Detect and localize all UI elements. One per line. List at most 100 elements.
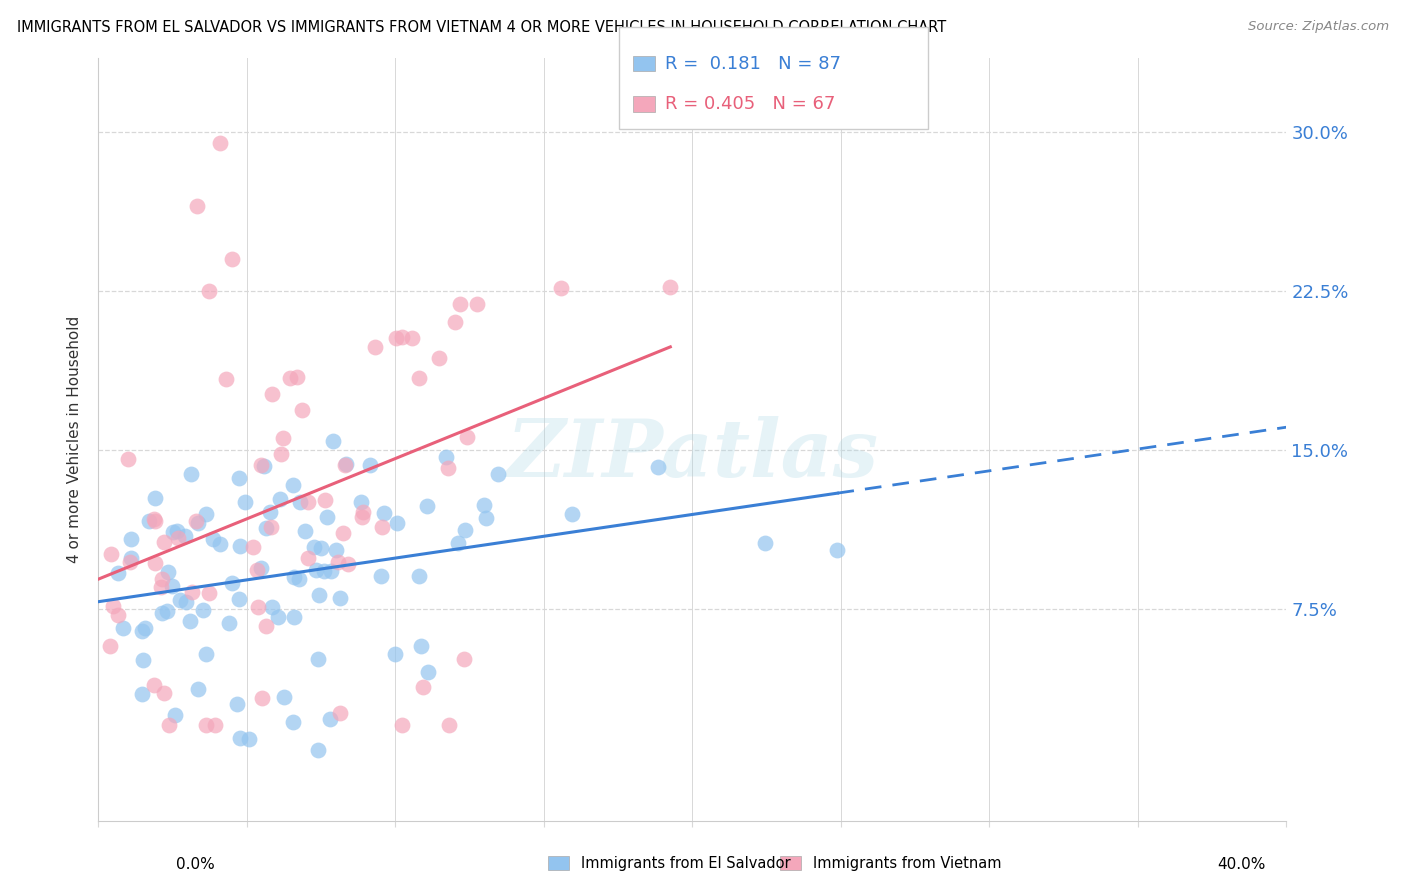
- Point: [131, 686, 153, 700]
- Point: [184, 514, 207, 528]
- Point: [120, 532, 142, 546]
- Point: [167, 531, 190, 545]
- Point: [201, 532, 224, 546]
- Point: [143, 515, 166, 529]
- Text: R = 0.405   N = 67: R = 0.405 N = 67: [665, 95, 835, 113]
- Point: [269, 491, 291, 506]
- Point: [307, 652, 329, 666]
- Point: [120, 555, 142, 569]
- Point: [314, 492, 336, 507]
- Point: [329, 706, 352, 720]
- Point: [117, 451, 139, 466]
- Point: [107, 608, 129, 623]
- Point: [387, 516, 409, 530]
- Point: [132, 653, 155, 667]
- Point: [250, 690, 273, 705]
- Point: [262, 599, 284, 614]
- Point: [160, 579, 183, 593]
- Text: IMMIGRANTS FROM EL SALVADOR VS IMMIGRANTS FROM VIETNAM 4 OR MORE VEHICLES IN HOU: IMMIGRANTS FROM EL SALVADOR VS IMMIGRANT…: [17, 20, 946, 35]
- Point: [162, 525, 184, 540]
- Point: [408, 569, 430, 583]
- Point: [385, 331, 408, 345]
- Point: [283, 609, 305, 624]
- Text: R =  0.181   N = 87: R = 0.181 N = 87: [665, 55, 841, 73]
- Point: [156, 604, 179, 618]
- Point: [465, 296, 488, 310]
- Point: [312, 564, 335, 578]
- Point: [437, 718, 460, 732]
- Point: [247, 599, 270, 614]
- Y-axis label: 4 or more Vehicles in Household: 4 or more Vehicles in Household: [67, 316, 83, 563]
- Point: [754, 536, 776, 550]
- Point: [242, 540, 264, 554]
- Point: [228, 731, 250, 746]
- Point: [416, 665, 439, 679]
- Text: 0.0%: 0.0%: [176, 857, 215, 872]
- Text: Immigrants from El Salvador: Immigrants from El Salvador: [581, 856, 790, 871]
- Point: [447, 535, 470, 549]
- Point: [384, 647, 406, 661]
- Point: [246, 563, 269, 577]
- Point: [364, 339, 387, 353]
- Point: [209, 537, 232, 551]
- Point: [305, 563, 328, 577]
- Point: [103, 599, 125, 613]
- Point: [138, 514, 160, 528]
- Point: [195, 647, 218, 661]
- Point: [107, 566, 129, 581]
- Point: [267, 610, 290, 624]
- Point: [333, 458, 356, 472]
- Point: [371, 519, 394, 533]
- Point: [408, 371, 430, 385]
- Point: [143, 491, 166, 505]
- Point: [449, 297, 471, 311]
- Point: [152, 572, 174, 586]
- Text: 40.0%: 40.0%: [1218, 857, 1265, 872]
- Point: [181, 585, 204, 599]
- Point: [169, 593, 191, 607]
- Point: [294, 524, 316, 538]
- Point: [352, 505, 374, 519]
- Point: [416, 499, 439, 513]
- Point: [221, 252, 243, 267]
- Text: Immigrants from Vietnam: Immigrants from Vietnam: [813, 856, 1001, 871]
- Point: [474, 511, 496, 525]
- Point: [260, 520, 283, 534]
- Point: [336, 558, 359, 572]
- Point: [302, 540, 325, 554]
- Point: [454, 523, 477, 537]
- Point: [238, 731, 260, 746]
- Point: [335, 458, 357, 472]
- Point: [215, 372, 238, 386]
- Point: [166, 524, 188, 538]
- Point: [350, 509, 373, 524]
- Point: [283, 570, 305, 584]
- Point: [174, 594, 197, 608]
- Point: [249, 458, 271, 472]
- Point: [254, 619, 277, 633]
- Point: [270, 447, 292, 461]
- Point: [198, 284, 221, 298]
- Point: [253, 458, 276, 473]
- Point: [436, 450, 458, 464]
- Point: [120, 550, 142, 565]
- Point: [273, 690, 295, 704]
- Point: [186, 199, 208, 213]
- Point: [174, 529, 197, 543]
- Point: [191, 603, 214, 617]
- Point: [98, 639, 121, 653]
- Point: [271, 431, 294, 445]
- Point: [328, 555, 350, 569]
- Point: [297, 495, 319, 509]
- Point: [180, 467, 202, 481]
- Point: [370, 569, 392, 583]
- Point: [325, 542, 347, 557]
- Point: [157, 718, 180, 732]
- Point: [179, 614, 201, 628]
- Point: [254, 521, 277, 535]
- Point: [391, 718, 413, 732]
- Point: [143, 556, 166, 570]
- Point: [100, 547, 122, 561]
- Point: [412, 680, 434, 694]
- Point: [427, 351, 450, 365]
